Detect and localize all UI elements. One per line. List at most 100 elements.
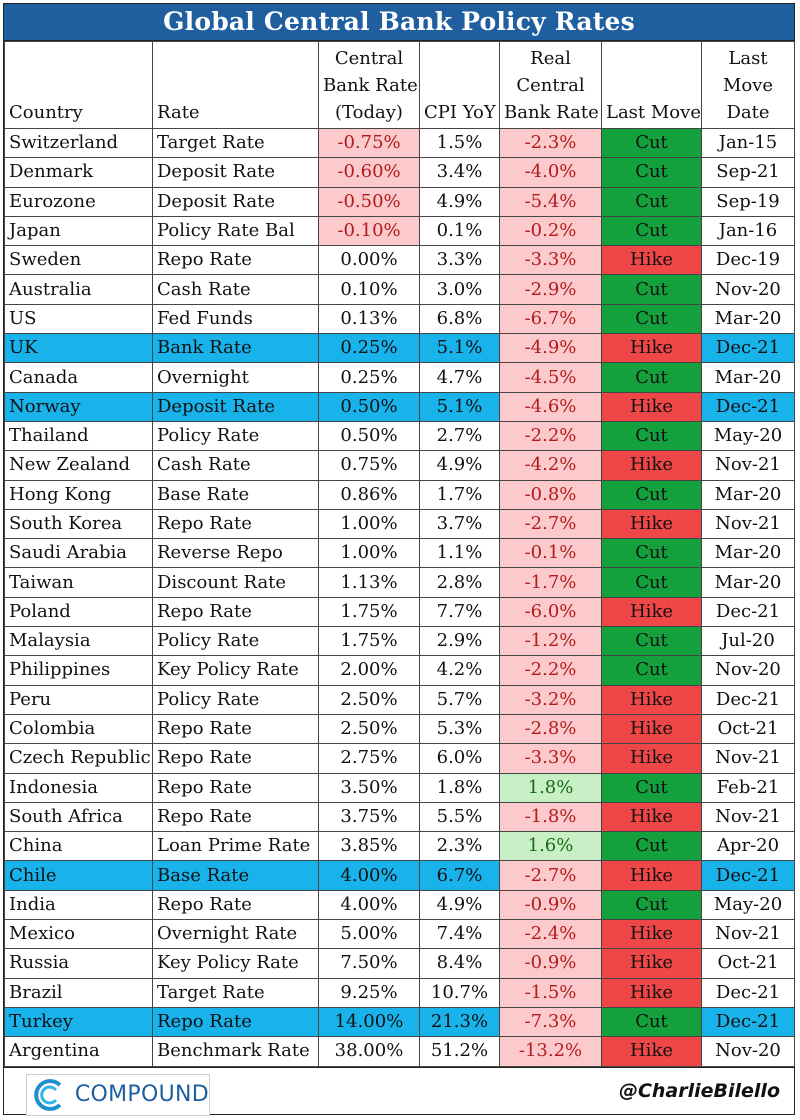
cell-cpi: 5.7%	[419, 684, 500, 715]
cell-cb-rate: 14.00%	[318, 1006, 420, 1038]
cell-rate: Base Rate	[152, 479, 319, 510]
header-rate: Rate	[152, 41, 319, 129]
cell-real-rate: -1.2%	[499, 626, 602, 657]
cell-date: Dec-21	[701, 333, 795, 364]
cell-real-rate: -2.2%	[499, 420, 602, 452]
table-row: Taiwan Discount Rate 1.13% 2.8% -1.7% Cut Mar-…	[4, 567, 795, 598]
cell-last-move: Hike	[601, 919, 702, 950]
cell-country: Taiwan	[4, 567, 153, 598]
cell-last-move: Hike	[601, 860, 702, 891]
cell-cpi: 6.7%	[419, 860, 500, 891]
cell-rate: Deposit Rate	[152, 157, 319, 188]
header-cb-rate-line: Central	[334, 48, 404, 69]
cell-rate: Overnight Rate	[152, 919, 319, 950]
cell-rate: Repo Rate	[152, 1006, 319, 1038]
cell-last-move: Cut	[601, 567, 702, 598]
header-cpi: CPI YoY	[419, 41, 500, 129]
cell-last-move: Hike	[601, 801, 702, 833]
cell-real-rate: -2.4%	[499, 919, 602, 950]
cell-cpi: 4.7%	[419, 362, 500, 393]
cell-real-rate: -3.3%	[499, 743, 602, 774]
cell-real-rate: -2.2%	[499, 655, 602, 686]
cell-country: Colombia	[4, 713, 153, 745]
cell-cpi: 1.5%	[419, 127, 500, 159]
cell-date: Nov-20	[701, 655, 795, 686]
cell-last-move: Cut	[601, 362, 702, 393]
cell-cb-rate: 7.50%	[318, 948, 420, 979]
cell-rate: Policy Rate	[152, 420, 319, 452]
cell-real-rate: -13.2%	[499, 1036, 602, 1067]
cell-date: Dec-19	[701, 245, 795, 276]
cell-cb-rate: -0.75%	[318, 127, 420, 159]
table-row: Russia Key Policy Rate 7.50% 8.4% -0.9% Hike O…	[4, 948, 795, 979]
cell-cpi: 7.7%	[419, 596, 500, 628]
cell-date: Mar-20	[701, 479, 795, 510]
cell-cb-rate: 1.13%	[318, 567, 420, 598]
cell-cb-rate: 3.85%	[318, 831, 420, 862]
cell-cpi: 0.1%	[419, 215, 500, 247]
cell-cb-rate: -0.60%	[318, 157, 420, 188]
author-handle: @CharlieBilello	[618, 1079, 780, 1102]
cell-last-move: Cut	[601, 274, 702, 305]
cell-date: Nov-21	[701, 919, 795, 950]
cell-rate: Repo Rate	[152, 245, 319, 276]
cell-country: China	[4, 831, 153, 862]
cell-country: Turkey	[4, 1006, 153, 1038]
cell-cb-rate: 2.50%	[318, 713, 420, 745]
cell-real-rate: -4.2%	[499, 450, 602, 481]
cell-rate: Target Rate	[152, 127, 319, 159]
cell-cb-rate: 2.75%	[318, 743, 420, 774]
cell-real-rate: -0.1%	[499, 538, 602, 569]
table-row: India Repo Rate 4.00% 4.9% -0.9% Cut May-20	[4, 889, 795, 921]
cell-rate: Policy Rate Bal	[152, 215, 319, 247]
cell-cb-rate: 0.86%	[318, 479, 420, 510]
cell-date: Jan-16	[701, 215, 795, 247]
table-row: Turkey Repo Rate 14.00% 21.3% -7.3% Cut Dec-21	[4, 1006, 795, 1038]
header-last-move: Last Move	[601, 41, 702, 129]
cell-rate: Fed Funds	[152, 303, 319, 335]
cell-real-rate: -0.8%	[499, 479, 602, 510]
cell-country: Poland	[4, 596, 153, 628]
cell-rate: Repo Rate	[152, 801, 319, 833]
cell-rate: Repo Rate	[152, 508, 319, 540]
cell-rate: Repo Rate	[152, 743, 319, 774]
cell-last-move: Cut	[601, 655, 702, 686]
cell-country: Eurozone	[4, 186, 153, 217]
cell-rate: Bank Rate	[152, 333, 319, 364]
cell-real-rate: -6.0%	[499, 596, 602, 628]
cell-last-move: Cut	[601, 420, 702, 452]
page-title: Global Central Bank Policy Rates	[4, 4, 794, 41]
cell-last-move: Hike	[601, 1036, 702, 1067]
cell-country: Canada	[4, 362, 153, 393]
cell-last-move: Hike	[601, 743, 702, 774]
cell-rate: Loan Prime Rate	[152, 831, 319, 862]
cell-last-move: Hike	[601, 245, 702, 276]
table-row: Saudi Arabia Reverse Repo 1.00% 1.1% -0.1% Cu…	[4, 538, 795, 569]
cell-country: Brazil	[4, 977, 153, 1008]
cell-country: Peru	[4, 684, 153, 715]
cell-date: Dec-21	[701, 1006, 795, 1038]
cell-country: Japan	[4, 215, 153, 247]
header-cb-rate: Central Bank Rate (Today)	[318, 41, 420, 129]
cell-date: Dec-21	[701, 860, 795, 891]
cell-date: Nov-21	[701, 450, 795, 481]
cell-country: New Zealand	[4, 450, 153, 481]
table-row: Eurozone Deposit Rate -0.50% 4.9% -5.4% Cut Se…	[4, 186, 795, 217]
header-cb-rate-line: Bank Rate	[323, 75, 418, 96]
cell-country: Thailand	[4, 420, 153, 452]
cell-cpi: 7.4%	[419, 919, 500, 950]
table-row: UK Bank Rate 0.25% 5.1% -4.9% Hike Dec-21	[4, 333, 795, 364]
cell-rate: Cash Rate	[152, 274, 319, 305]
cell-cpi: 4.9%	[419, 889, 500, 921]
cell-last-move: Cut	[601, 831, 702, 862]
cell-date: Nov-21	[701, 508, 795, 540]
cell-last-move: Cut	[601, 479, 702, 510]
cell-last-move: Cut	[601, 889, 702, 921]
cell-country: Denmark	[4, 157, 153, 188]
header-real-line: Real	[530, 48, 571, 69]
cell-cpi: 6.0%	[419, 743, 500, 774]
cell-date: Nov-21	[701, 801, 795, 833]
cell-real-rate: 1.6%	[499, 831, 602, 862]
cell-cb-rate: 0.75%	[318, 450, 420, 481]
cell-cb-rate: -0.10%	[318, 215, 420, 247]
